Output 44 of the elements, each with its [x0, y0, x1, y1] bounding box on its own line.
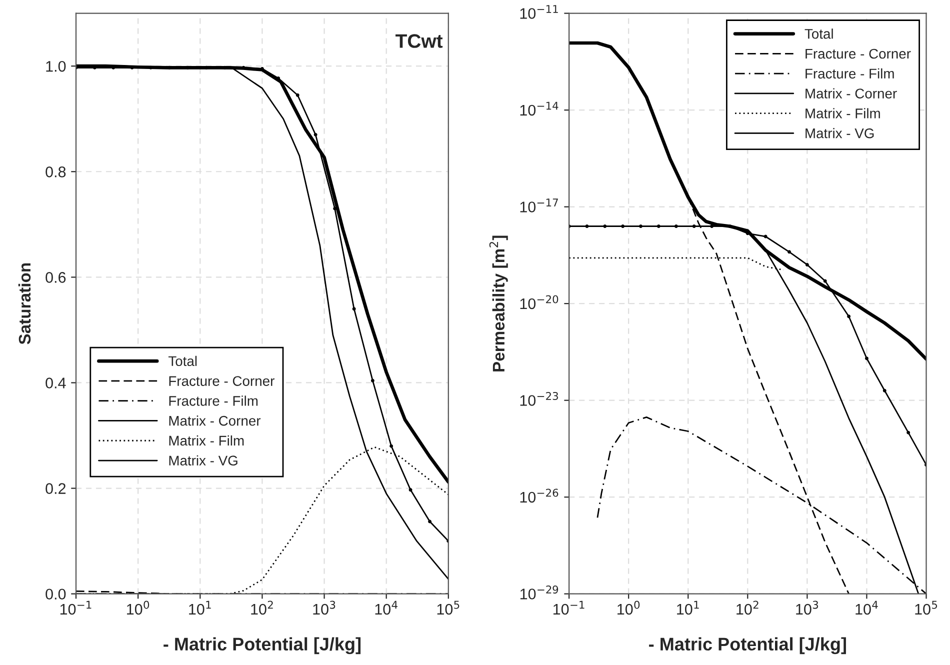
x-axis-title: - Matric Potential [J/kg]: [164, 637, 361, 654]
x-tick-label: 10$^{1}$: [677, 600, 699, 615]
x-tick-label: 10$^{2}$: [251, 600, 273, 615]
y-tick-label: 10$^{−17}$: [520, 198, 558, 212]
legend-label: Matrix - Corner: [806, 88, 897, 98]
y-tick-label: 1.0: [46, 60, 66, 72]
legend-label: Fracture - Film: [169, 396, 258, 406]
y-tick-label: 10$^{−11}$: [520, 5, 558, 19]
x-tick-label: 10$^{0}$: [127, 600, 150, 615]
y-tick-label: 10$^{−29}$: [520, 585, 558, 600]
x-tick-label: 10$^{3}$: [313, 600, 336, 615]
legend-label: Matrix - VG: [169, 455, 238, 466]
y-tick-label: 10$^{−20}$: [520, 295, 558, 310]
x-tick-label: 10$^{−1}$: [60, 600, 92, 615]
y-axis-title: Permeability [m$^{2}$]: [489, 236, 508, 372]
y-axis-title: Saturation: [18, 263, 31, 344]
y-tick-label: 10$^{−26}$: [520, 488, 558, 503]
legend-label: Matrix - Film: [806, 108, 880, 118]
legend-label: Matrix - Film: [169, 435, 244, 446]
y-tick-label: 10$^{−23}$: [520, 392, 558, 406]
legend-label: Fracture - Film: [806, 68, 894, 79]
x-tick-label: 10$^{5}$: [915, 600, 938, 615]
annotation: TCwt: [396, 34, 443, 48]
x-tick-label: 10$^{1}$: [189, 600, 211, 615]
x-tick-label: 10$^{5}$: [437, 600, 460, 615]
x-tick-label: 10$^{4}$: [856, 600, 878, 615]
legend-label: Matrix - Corner: [169, 416, 261, 426]
legend-label: Total: [168, 356, 197, 366]
y-tick-label: 0.0: [46, 588, 66, 600]
x-tick-label: 10$^{−1}$: [553, 600, 584, 615]
legend-label: Matrix - VG: [806, 128, 874, 138]
y-tick-label: 0.4: [46, 378, 66, 388]
x-axis-title: - Matric Potential [J/kg]: [649, 637, 846, 654]
y-tick-label: 0.8: [46, 166, 66, 178]
y-tick-label: 10$^{−14}$: [520, 102, 558, 116]
legend-label: Fracture - Corner: [806, 48, 911, 59]
x-tick-label: 10$^{4}$: [375, 600, 398, 615]
y-tick-label: 0.6: [46, 272, 66, 283]
legend-label: Fracture - Corner: [169, 376, 274, 386]
x-tick-label: 10$^{0}$: [618, 600, 640, 615]
x-tick-label: 10$^{3}$: [796, 600, 818, 615]
legend-label: Total: [804, 28, 833, 39]
x-tick-label: 10$^{2}$: [736, 600, 758, 615]
y-tick-label: 0.2: [46, 483, 66, 494]
